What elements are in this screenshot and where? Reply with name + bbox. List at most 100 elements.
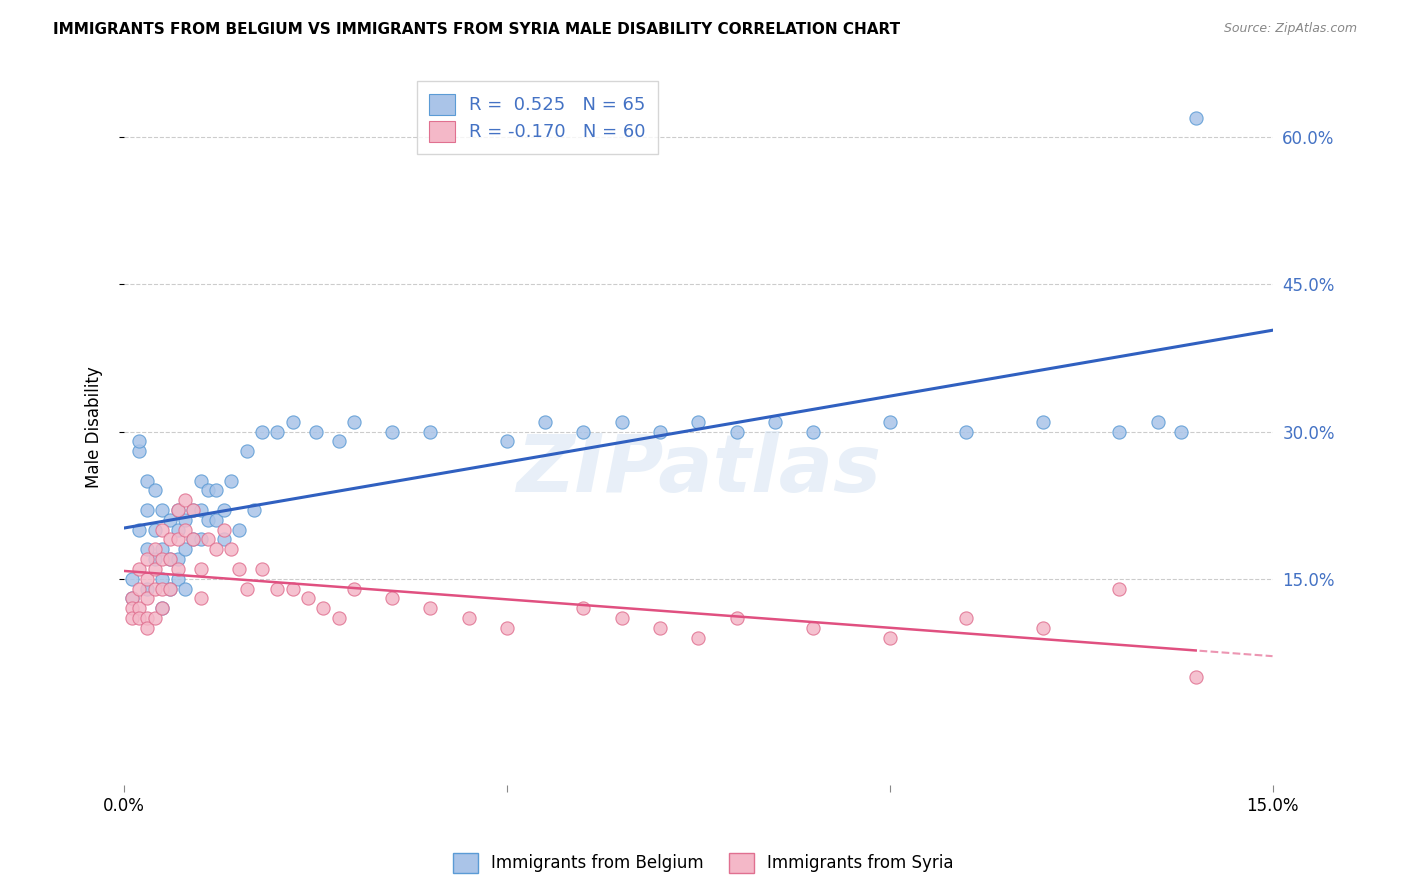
Point (343, 415, 366, 429)
Point (1170, 425, 1192, 439)
Point (121, 591, 143, 606)
Point (159, 552, 181, 566)
Point (1108, 582, 1130, 596)
Point (143, 552, 166, 566)
Text: IMMIGRANTS FROM BELGIUM VS IMMIGRANTS FROM SYRIA MALE DISABILITY CORRELATION CHA: IMMIGRANTS FROM BELGIUM VS IMMIGRANTS FR… (53, 22, 901, 37)
Point (128, 562, 150, 576)
Point (159, 533, 181, 547)
Point (197, 483, 219, 498)
Point (328, 611, 350, 625)
Point (266, 582, 288, 596)
Point (419, 425, 441, 439)
Point (152, 582, 174, 596)
Point (343, 582, 366, 596)
Point (763, 415, 786, 429)
Point (304, 425, 326, 439)
Point (243, 503, 266, 517)
Point (235, 582, 257, 596)
Point (205, 513, 228, 527)
Point (205, 542, 228, 557)
Point (190, 591, 212, 606)
Point (212, 523, 235, 537)
Point (152, 601, 174, 615)
Point (205, 483, 228, 498)
Point (266, 425, 288, 439)
Point (648, 621, 671, 635)
Point (1032, 415, 1054, 429)
Point (166, 562, 188, 576)
Point (328, 434, 350, 449)
Point (136, 503, 159, 517)
Legend: Immigrants from Belgium, Immigrants from Syria: Immigrants from Belgium, Immigrants from… (446, 847, 960, 880)
Point (166, 572, 188, 586)
Point (143, 542, 166, 557)
Point (1146, 415, 1168, 429)
Point (610, 415, 633, 429)
Point (281, 582, 304, 596)
Point (1032, 621, 1054, 635)
Point (136, 621, 159, 635)
Point (496, 621, 519, 635)
Point (152, 552, 174, 566)
Point (128, 601, 150, 615)
Point (136, 552, 159, 566)
Point (166, 552, 188, 566)
Point (312, 601, 335, 615)
Point (181, 533, 204, 547)
Point (143, 483, 166, 498)
Point (496, 434, 519, 449)
Point (221, 542, 243, 557)
Point (174, 582, 197, 596)
Point (136, 611, 159, 625)
Point (128, 582, 150, 596)
Point (121, 601, 143, 615)
Point (955, 611, 977, 625)
Point (801, 425, 824, 439)
Point (143, 523, 166, 537)
Point (174, 493, 197, 508)
Point (159, 582, 181, 596)
Point (166, 503, 188, 517)
Point (610, 611, 633, 625)
Point (121, 572, 143, 586)
Point (159, 582, 181, 596)
Point (297, 591, 319, 606)
Y-axis label: Male Disability: Male Disability (86, 366, 103, 488)
Point (725, 425, 748, 439)
Point (143, 562, 166, 576)
Point (235, 444, 257, 458)
Point (128, 444, 150, 458)
Point (197, 533, 219, 547)
Point (190, 474, 212, 488)
Point (212, 533, 235, 547)
Point (212, 503, 235, 517)
Text: ZIPatlas: ZIPatlas (516, 431, 880, 508)
Point (136, 572, 159, 586)
Point (128, 611, 150, 625)
Point (159, 513, 181, 527)
Point (121, 611, 143, 625)
Point (955, 425, 977, 439)
Point (136, 542, 159, 557)
Point (174, 523, 197, 537)
Point (152, 572, 174, 586)
Point (159, 552, 181, 566)
Point (281, 415, 304, 429)
Point (136, 582, 159, 596)
Point (228, 523, 250, 537)
Point (688, 415, 710, 429)
Point (152, 601, 174, 615)
Point (181, 533, 204, 547)
Point (136, 591, 159, 606)
Legend: R =  0.525   N = 65, R = -0.170   N = 60: R = 0.525 N = 65, R = -0.170 N = 60 (416, 81, 658, 154)
Point (1185, 670, 1208, 684)
Point (152, 523, 174, 537)
Point (725, 611, 748, 625)
Point (152, 542, 174, 557)
Point (174, 542, 197, 557)
Point (128, 523, 150, 537)
Point (1108, 425, 1130, 439)
Point (143, 582, 166, 596)
Point (879, 631, 901, 645)
Point (136, 474, 159, 488)
